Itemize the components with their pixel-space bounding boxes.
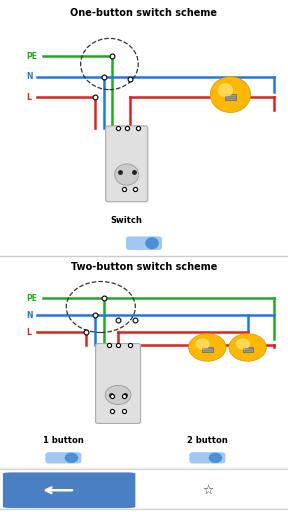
Text: ☆: ☆ [202,484,213,497]
Text: L: L [26,328,31,337]
Text: One-button switch scheme: One-button switch scheme [71,8,217,18]
Text: PE: PE [26,52,37,61]
Text: N: N [26,72,33,81]
FancyBboxPatch shape [225,94,236,100]
FancyBboxPatch shape [45,452,82,463]
FancyBboxPatch shape [3,473,135,508]
Circle shape [218,84,232,96]
Text: PE: PE [26,294,37,303]
Circle shape [229,334,266,361]
FancyBboxPatch shape [189,452,226,463]
Circle shape [209,454,221,462]
Circle shape [210,77,251,113]
Circle shape [105,386,131,404]
Text: 1 button: 1 button [43,436,84,445]
Text: 2 button: 2 button [187,436,228,445]
FancyBboxPatch shape [202,347,213,352]
Circle shape [236,339,249,349]
Text: Switch: Switch [111,216,143,225]
Circle shape [65,454,77,462]
Text: L: L [26,93,31,102]
FancyBboxPatch shape [96,344,141,423]
Circle shape [115,164,139,185]
FancyBboxPatch shape [126,237,162,250]
FancyBboxPatch shape [106,126,148,202]
FancyBboxPatch shape [0,470,288,509]
Text: Two-button switch scheme: Two-button switch scheme [71,262,217,272]
FancyBboxPatch shape [242,347,253,352]
Circle shape [196,339,209,349]
Text: N: N [26,311,33,320]
Circle shape [146,238,158,248]
Circle shape [189,334,226,361]
